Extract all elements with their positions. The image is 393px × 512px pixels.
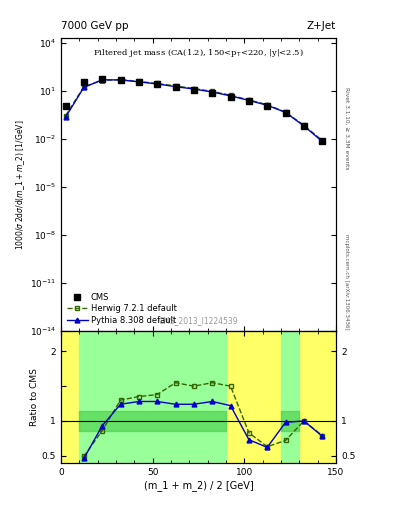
X-axis label: (m_1 + m_2) / 2 [GeV]: (m_1 + m_2) / 2 [GeV] [143,480,253,491]
Bar [61,331,336,463]
Text: Filtered jet mass (CA(1.2), 150<p$_\mathrm{T}$<220, |y|<2.5): Filtered jet mass (CA(1.2), 150<p$_\math… [93,47,304,59]
Y-axis label: Ratio to CMS: Ratio to CMS [30,368,39,426]
Y-axis label: $1000/\sigma\,2\mathrm{d}\sigma/\mathrm{d}(m\_1+m\_2)$ [1/GeV]: $1000/\sigma\,2\mathrm{d}\sigma/\mathrm{… [14,119,27,250]
Legend: CMS, Herwig 7.2.1 default, Pythia 8.308 default: CMS, Herwig 7.2.1 default, Pythia 8.308 … [63,289,180,328]
Text: CMS_2013_I1224539: CMS_2013_I1224539 [159,316,238,325]
Bar [281,331,299,463]
Text: mcplots.cern.ch [arXiv:1306.3436]: mcplots.cern.ch [arXiv:1306.3436] [344,234,349,329]
Bar [281,411,299,432]
Bar [79,411,226,432]
Text: Rivet 3.1.10, ≥ 3.3M events: Rivet 3.1.10, ≥ 3.3M events [344,87,349,169]
Text: 7000 GeV pp: 7000 GeV pp [61,21,129,31]
Bar [79,331,226,463]
Text: Z+Jet: Z+Jet [307,21,336,31]
